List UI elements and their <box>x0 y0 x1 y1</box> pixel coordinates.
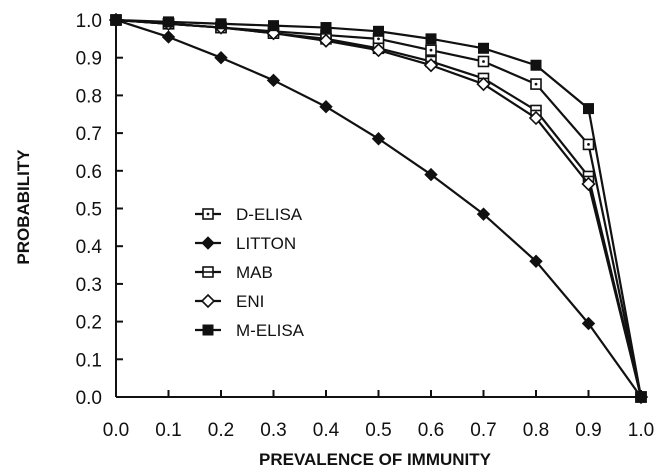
data-point-m-elisa <box>268 20 279 32</box>
series-litton <box>109 13 648 404</box>
legend-label-eni: ENI <box>236 292 264 311</box>
y-tick-label: 0.9 <box>76 49 102 70</box>
data-point-eni <box>318 33 334 48</box>
data-point-m-elisa <box>215 18 227 30</box>
legend-label-m-elisa: M-ELISA <box>236 321 305 340</box>
data-point-eni <box>371 43 386 58</box>
data-point-m-elisa <box>530 59 542 71</box>
y-tick-label: 0.6 <box>76 162 102 183</box>
y-tick-label: 0.0 <box>76 388 102 409</box>
y-tick-label: 0.3 <box>76 275 102 296</box>
data-point-d-elisa-center <box>587 143 590 146</box>
series-d-elisa <box>110 14 647 403</box>
data-point-litton <box>476 207 491 221</box>
data-point-d-elisa-center <box>429 48 433 52</box>
x-tick-label: 0.2 <box>208 420 234 441</box>
x-tick-label: 0.8 <box>523 420 549 441</box>
y-tick-label: 0.5 <box>76 200 102 221</box>
series-mab <box>110 14 647 403</box>
series-line-mab <box>115 18 643 398</box>
data-point-litton <box>371 132 386 146</box>
chart-legend: D-ELISA LITTON MAB ENI M-ELISA <box>195 205 305 340</box>
x-tick-label: 0.0 <box>103 420 129 441</box>
data-point-m-elisa <box>110 14 122 26</box>
legend-item-litton: LITTON <box>195 234 296 253</box>
chart-axes: 0.0 0.1 0.2 0.3 0.4 0.5 0.6 0.7 0.8 0.9 1.0 0.0 0.1 0… <box>76 11 655 441</box>
y-tick-label: 0.2 <box>76 313 102 334</box>
data-point-litton <box>319 100 333 114</box>
data-point-d-elisa-center <box>377 37 380 41</box>
data-point-litton <box>529 254 543 268</box>
data-point-m-elisa <box>320 22 332 34</box>
data-point-litton <box>581 316 596 331</box>
series-m-elisa <box>110 14 647 403</box>
legend-item-m-elisa: M-ELISA <box>195 321 305 340</box>
data-point-eni <box>423 58 439 73</box>
data-point-litton <box>161 30 176 44</box>
series-line-eni <box>115 18 643 398</box>
data-point-m-elisa <box>163 16 174 28</box>
legend-marker-eni <box>200 293 216 309</box>
data-point-m-elisa <box>425 33 437 45</box>
legend-label-d-elisa: D-ELISA <box>236 205 303 224</box>
data-point-eni <box>476 76 491 92</box>
x-tick-label: 0.3 <box>260 420 286 441</box>
y-tick-label: 1.0 <box>76 11 102 32</box>
data-point-eni <box>581 176 596 192</box>
data-point-litton <box>214 50 228 65</box>
x-tick-label: 0.9 <box>575 420 601 441</box>
data-point-m-elisa <box>478 42 489 54</box>
y-tick-label: 0.1 <box>76 350 102 371</box>
series-line-m-elisa <box>115 18 643 398</box>
y-axis-title: PROBABILITY <box>14 149 33 265</box>
x-axis-title: PREVALENCE OF IMMUNITY <box>259 450 492 469</box>
data-point-d-elisa-center <box>482 60 485 63</box>
x-tick-label: 0.5 <box>365 420 391 441</box>
series-line-litton <box>115 18 642 398</box>
series-eni <box>108 12 649 405</box>
legend-label-mab: MAB <box>236 263 273 282</box>
legend-marker-litton <box>201 236 215 250</box>
legend-marker-m-elisa <box>202 324 214 336</box>
data-point-litton <box>266 73 281 88</box>
y-tick-label: 0.8 <box>76 86 102 107</box>
x-tick-label: 0.6 <box>418 420 444 441</box>
series-line-d-elisa <box>115 18 643 398</box>
x-tick-label: 0.7 <box>470 420 496 441</box>
data-point-m-elisa <box>373 25 384 37</box>
data-point-litton <box>424 167 438 182</box>
legend-item-mab: MAB <box>195 263 273 282</box>
chart-series <box>108 12 649 405</box>
legend-label-litton: LITTON <box>236 234 296 253</box>
x-tick-label: 0.1 <box>155 420 181 441</box>
data-point-m-elisa <box>583 103 594 115</box>
y-tick-label: 0.4 <box>76 237 103 258</box>
data-point-m-elisa <box>635 391 647 403</box>
x-tick-label: 0.4 <box>313 420 340 441</box>
data-point-d-elisa-center <box>534 82 538 86</box>
x-tick-label: 1.0 <box>628 420 654 441</box>
y-tick-label: 0.7 <box>76 124 102 145</box>
legend-item-d-elisa: D-ELISA <box>195 205 303 224</box>
legend-marker-d-elisa-center <box>206 212 210 216</box>
data-point-eni <box>528 110 544 126</box>
legend-item-eni: ENI <box>195 292 264 311</box>
